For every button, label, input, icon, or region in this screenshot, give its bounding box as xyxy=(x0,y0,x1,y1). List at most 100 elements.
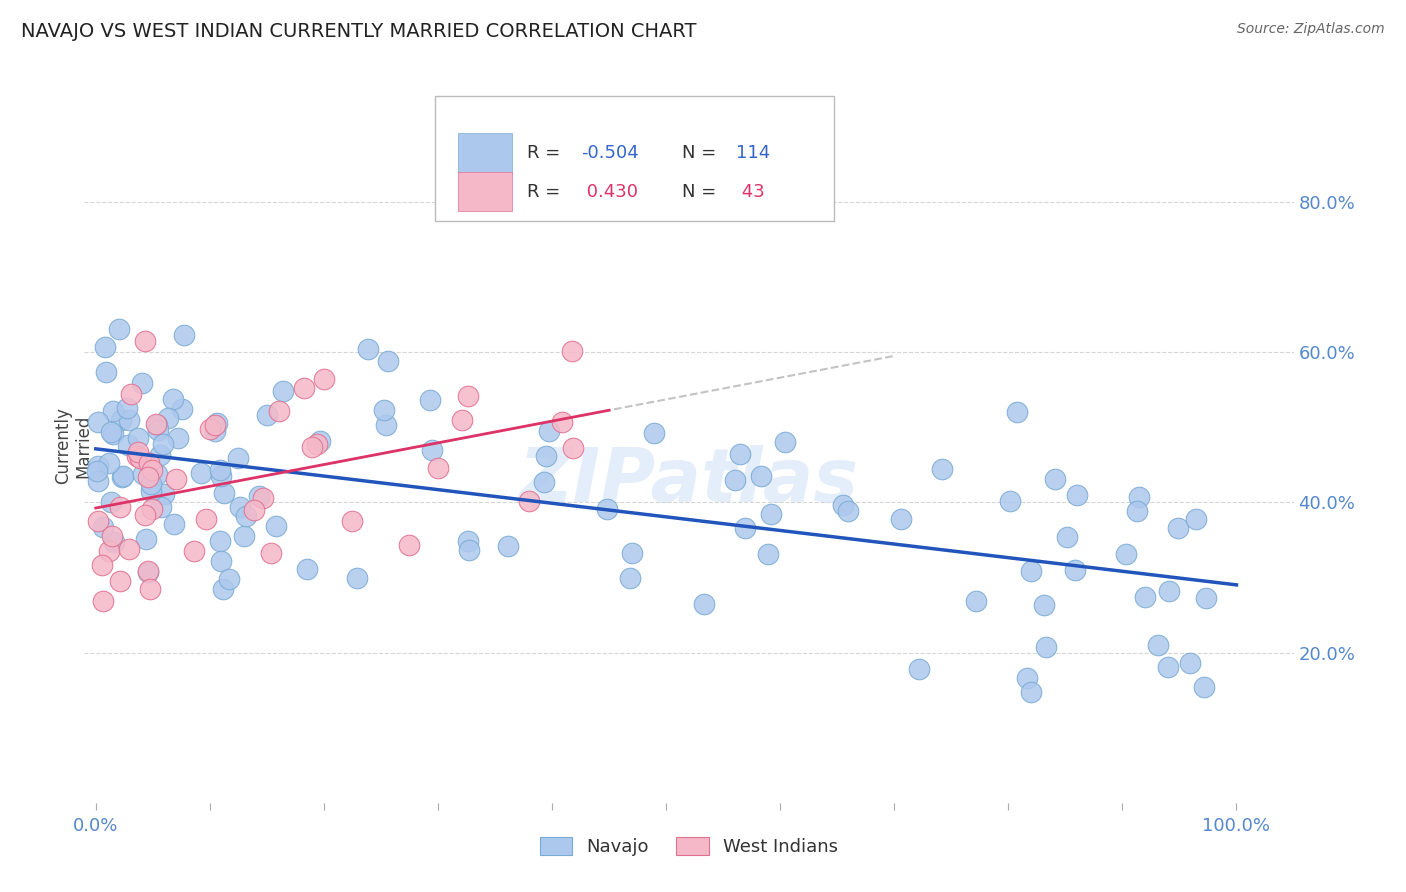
Point xyxy=(292,381,315,395)
Point xyxy=(134,508,156,523)
Point xyxy=(136,566,159,580)
Point xyxy=(451,412,474,426)
Point xyxy=(86,464,108,478)
Point xyxy=(94,340,117,354)
Point xyxy=(228,500,250,515)
Point xyxy=(183,544,205,558)
Point xyxy=(128,451,150,466)
Point xyxy=(218,572,240,586)
Point xyxy=(264,519,287,533)
FancyBboxPatch shape xyxy=(434,96,834,221)
Point xyxy=(1035,640,1057,655)
FancyBboxPatch shape xyxy=(458,172,512,211)
Point xyxy=(1056,530,1078,544)
Point xyxy=(243,503,266,517)
Point xyxy=(145,417,167,431)
Point xyxy=(305,436,328,450)
Text: ZIPatlas: ZIPatlas xyxy=(519,445,859,518)
Point xyxy=(1019,564,1042,578)
Point xyxy=(127,431,149,445)
Point xyxy=(195,511,218,525)
Text: 43: 43 xyxy=(737,183,765,201)
Text: Source: ZipAtlas.com: Source: ZipAtlas.com xyxy=(1237,22,1385,37)
Point xyxy=(1033,599,1056,613)
Point xyxy=(135,532,157,546)
Point xyxy=(90,558,112,572)
Point xyxy=(537,425,560,439)
Point xyxy=(965,594,987,608)
Point xyxy=(134,334,156,348)
Point xyxy=(100,425,122,439)
Point xyxy=(1063,563,1085,577)
Point xyxy=(373,403,395,417)
Point xyxy=(212,582,235,597)
Point xyxy=(596,502,619,516)
Point xyxy=(103,535,125,549)
Point xyxy=(1184,512,1206,526)
Point xyxy=(498,540,520,554)
Point xyxy=(146,424,169,438)
Text: -0.504: -0.504 xyxy=(581,144,640,161)
Point xyxy=(1167,520,1189,534)
Point xyxy=(247,490,270,504)
Point xyxy=(146,467,169,481)
Point xyxy=(165,472,187,486)
Point xyxy=(340,515,363,529)
Point xyxy=(1043,472,1066,486)
Point xyxy=(157,410,180,425)
Point xyxy=(643,426,665,441)
Point xyxy=(91,593,114,607)
Point xyxy=(138,456,160,470)
Point xyxy=(1147,638,1170,652)
Point xyxy=(87,458,110,473)
Point xyxy=(91,519,114,533)
Text: N =: N = xyxy=(682,144,721,161)
Point xyxy=(619,571,641,585)
Point xyxy=(728,447,751,461)
Point xyxy=(204,424,226,438)
Point xyxy=(561,441,583,455)
Point xyxy=(1019,685,1042,699)
Point xyxy=(426,461,449,475)
Point xyxy=(1157,660,1180,674)
Point xyxy=(212,486,235,500)
Point xyxy=(209,554,232,568)
Point xyxy=(235,508,257,523)
Point xyxy=(375,418,398,433)
Point xyxy=(153,487,176,501)
Point xyxy=(120,386,142,401)
Point xyxy=(132,467,155,482)
Point xyxy=(890,512,912,526)
Text: NAVAJO VS WEST INDIAN CURRENTLY MARRIED CORRELATION CHART: NAVAJO VS WEST INDIAN CURRENTLY MARRIED … xyxy=(21,22,696,41)
Point xyxy=(1178,656,1201,670)
Point xyxy=(108,574,131,589)
Point xyxy=(87,514,110,528)
Point xyxy=(101,404,124,418)
Point xyxy=(775,434,797,449)
Point xyxy=(517,493,540,508)
Point xyxy=(170,402,193,417)
Point xyxy=(1194,681,1216,695)
Point xyxy=(346,571,368,585)
Point xyxy=(398,538,420,552)
Point xyxy=(226,451,249,466)
Point xyxy=(1017,671,1039,685)
Point xyxy=(1128,490,1150,504)
Point xyxy=(457,388,479,402)
Point xyxy=(162,392,184,406)
Point xyxy=(139,477,162,491)
Point xyxy=(209,463,232,477)
Point xyxy=(998,494,1021,508)
Point xyxy=(1195,591,1218,606)
Point xyxy=(100,495,122,509)
Point xyxy=(756,547,779,561)
Point xyxy=(136,564,159,578)
Point xyxy=(112,469,135,483)
Point xyxy=(1115,548,1137,562)
Point xyxy=(87,415,110,429)
Point xyxy=(1159,583,1181,598)
Point xyxy=(131,376,153,390)
Point xyxy=(260,546,283,560)
Point xyxy=(101,529,124,543)
Point xyxy=(420,442,443,457)
